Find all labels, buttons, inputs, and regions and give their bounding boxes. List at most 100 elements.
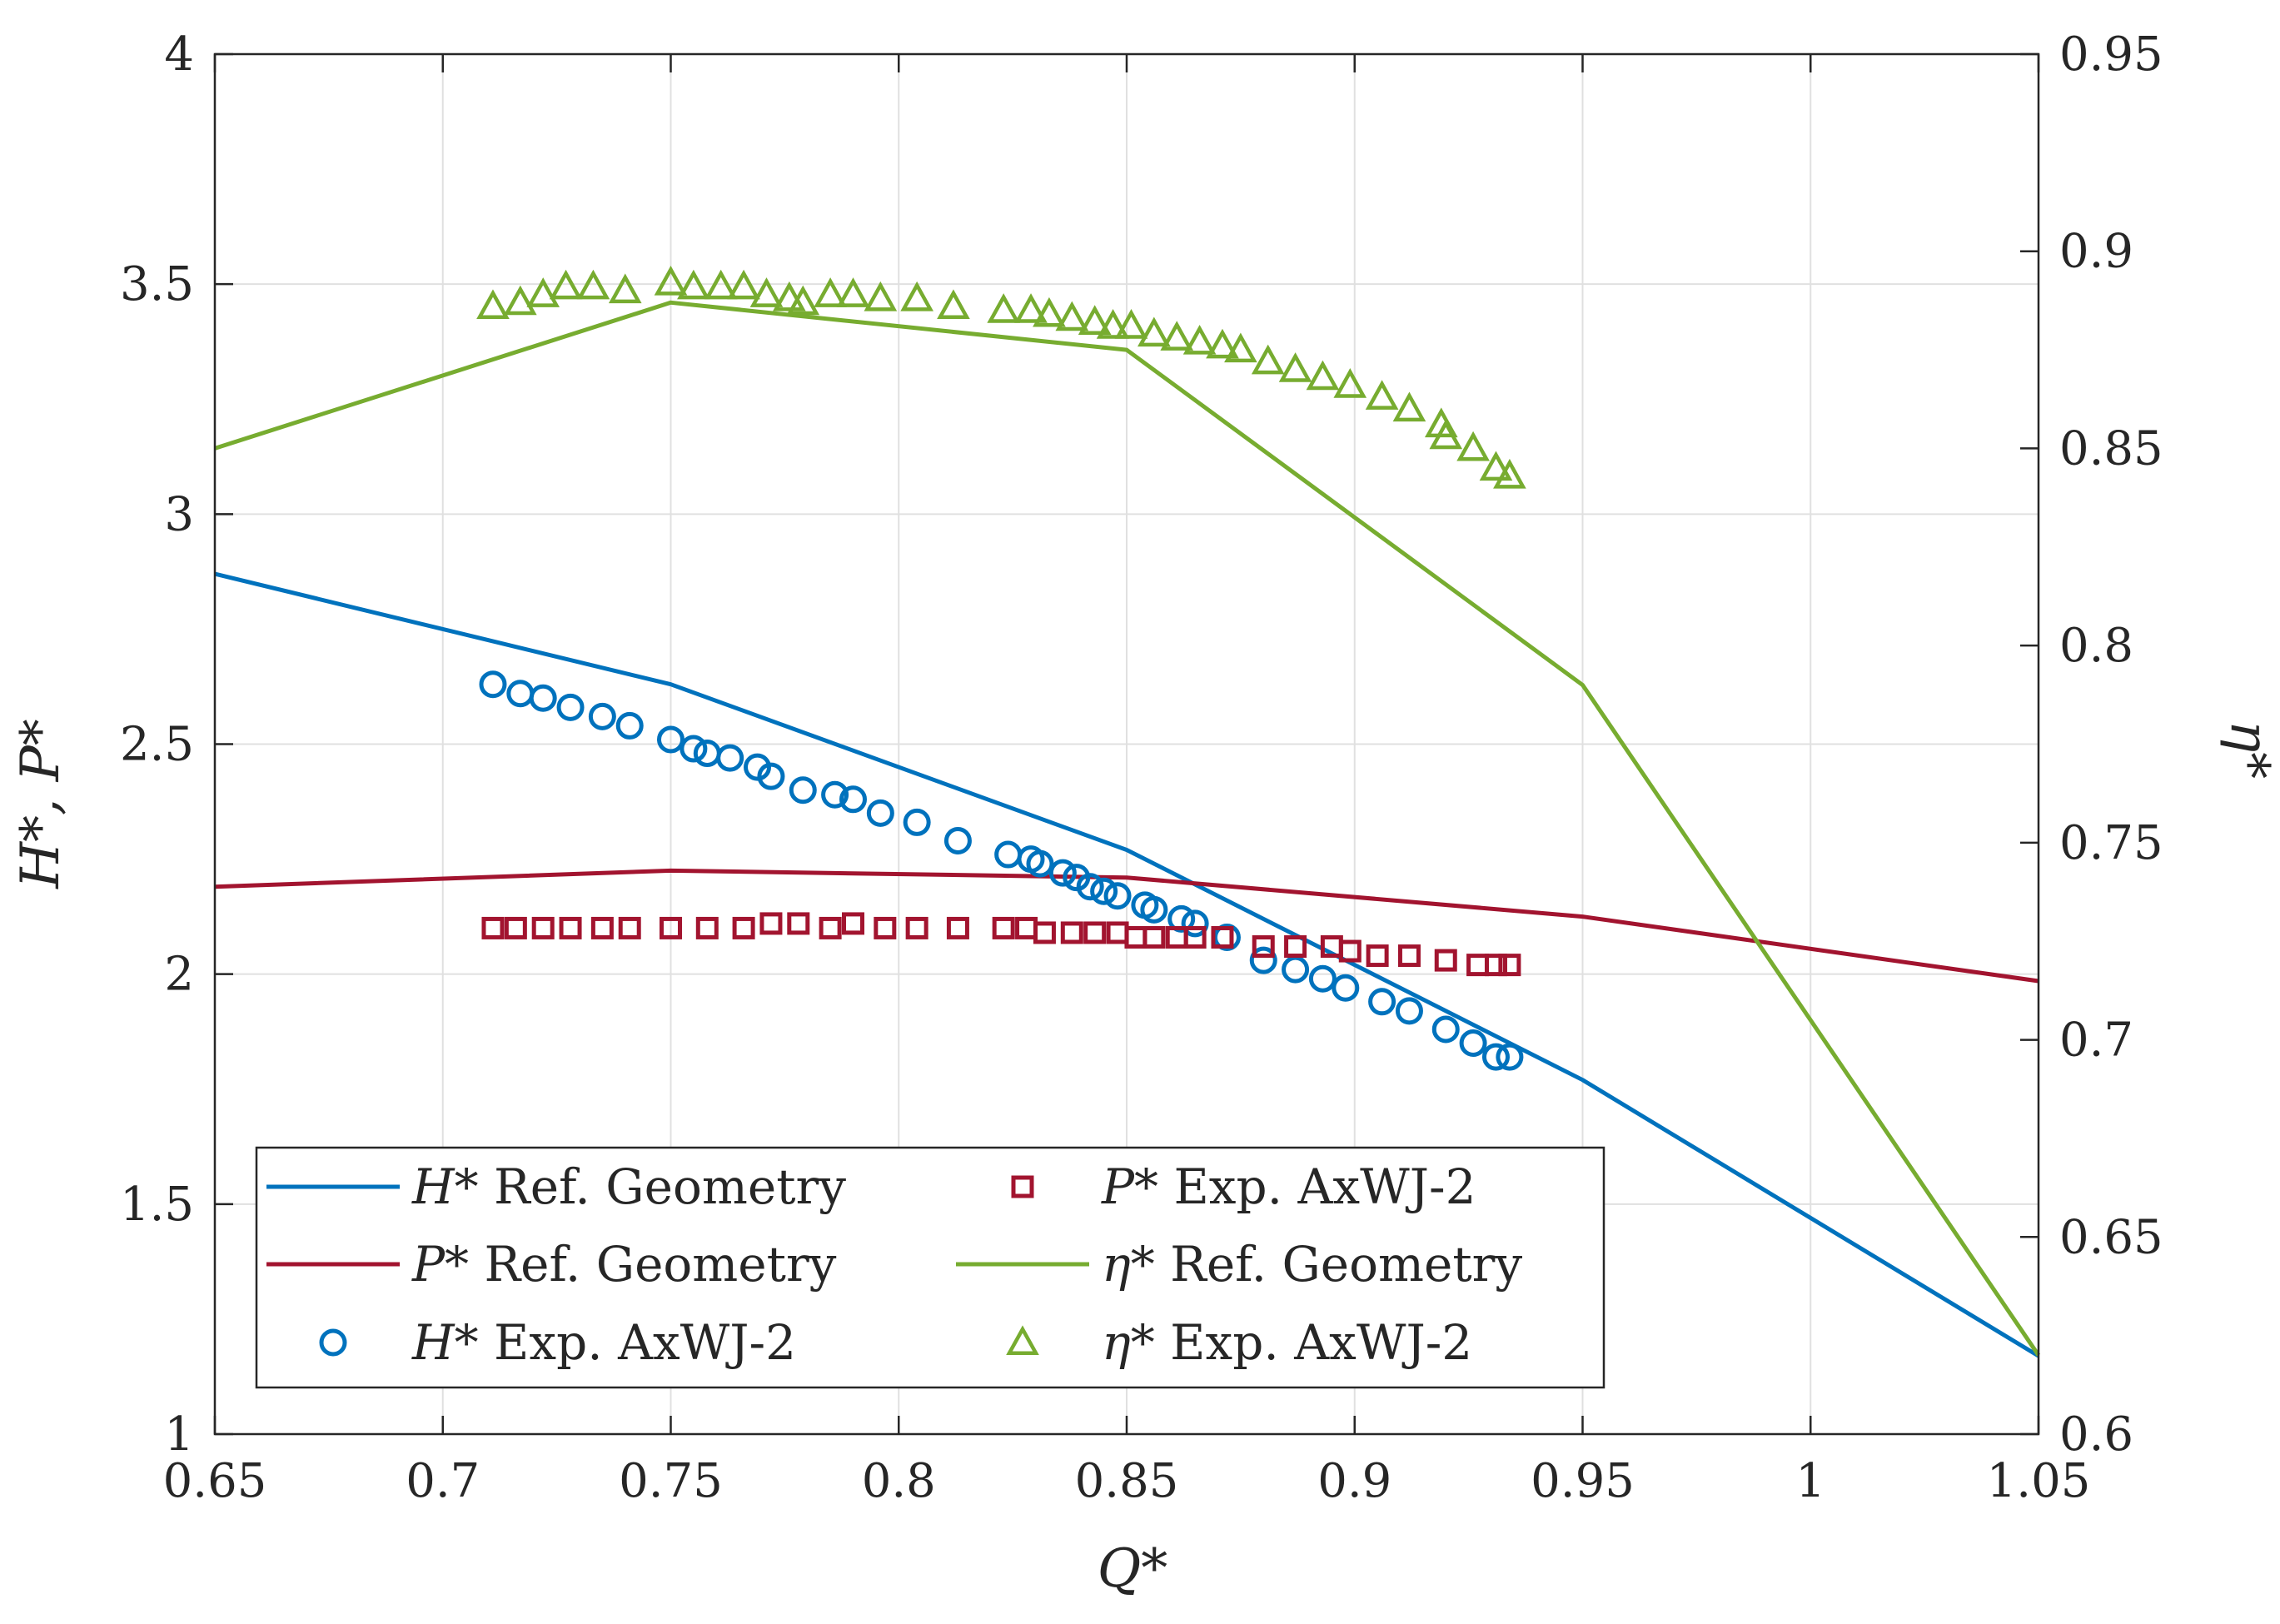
data-point--exp-axwj-2 — [1251, 344, 1285, 375]
data-point-h-exp-axwj-2 — [1181, 909, 1209, 938]
x-tick-label: 0.75 — [619, 1454, 723, 1508]
data-point-h-exp-axwj-2 — [744, 753, 772, 781]
data-point-p-exp-axwj-2 — [946, 916, 969, 939]
data-point-p-exp-axwj-2 — [559, 916, 582, 939]
left-y-tick-label: 3 — [164, 487, 194, 541]
data-point-h-exp-axwj-2 — [903, 808, 931, 836]
data-point-h-exp-axwj-2 — [821, 780, 849, 809]
data-point--exp-axwj-2 — [1206, 328, 1239, 359]
data-point-h-exp-axwj-2 — [1395, 997, 1423, 1025]
data-point-h-exp-axwj-2 — [1459, 1029, 1487, 1058]
legend-symbol: P* — [1101, 1158, 1158, 1215]
data-point-p-exp-axwj-2 — [759, 912, 783, 935]
data-point-p-exp-axwj-2 — [992, 916, 1015, 939]
data-point-h-exp-axwj-2 — [588, 702, 616, 730]
data-point--exp-axwj-2 — [727, 269, 760, 300]
data-point--exp-axwj-2 — [1493, 458, 1526, 489]
x-tick-label: 0.95 — [1531, 1454, 1635, 1508]
data-point-h-exp-axwj-2 — [529, 684, 557, 712]
data-point-h-exp-axwj-2 — [1249, 946, 1277, 974]
data-point--exp-axwj-2 — [900, 281, 933, 311]
data-point-h-exp-axwj-2 — [943, 826, 972, 854]
legend: H* Ref. Geometry P* Exp. AxWJ-2P* Ref. Ge… — [255, 1146, 1605, 1389]
axes-box — [213, 52, 2040, 1436]
legend-symbol: H* — [411, 1158, 479, 1215]
data-point-p-exp-axwj-2 — [1183, 925, 1207, 949]
data-point--exp-axwj-2 — [1014, 293, 1048, 323]
data-point-p-exp-axwj-2 — [618, 916, 641, 939]
data-point--exp-axwj-2 — [987, 293, 1020, 323]
legend-symbol: η* — [1102, 1314, 1155, 1371]
data-point-p-exp-axwj-2 — [1083, 921, 1107, 944]
data-point-h-exp-axwj-2 — [1282, 955, 1310, 984]
legend-box — [255, 1146, 1605, 1389]
data-point--exp-axwj-2 — [1333, 368, 1367, 398]
left-y-tick-label: 1.5 — [120, 1178, 194, 1232]
data-point--exp-axwj-2 — [677, 269, 710, 300]
data-point-h-exp-axwj-2 — [757, 762, 785, 790]
data-point-h-exp-axwj-2 — [1431, 1015, 1460, 1044]
data-point-p-exp-axwj-2 — [1434, 949, 1457, 972]
legend-marker-h-exp-axwj-2 — [319, 1328, 347, 1357]
data-point--exp-axwj-2 — [1138, 316, 1171, 347]
data-point--exp-axwj-2 — [773, 281, 806, 311]
data-point-h-exp-axwj-2 — [789, 776, 817, 805]
data-point--exp-axwj-2 — [1096, 309, 1130, 339]
legend-marker-p-exp-axwj-2 — [1011, 1175, 1034, 1198]
x-axis-label: Q* — [1098, 1538, 1167, 1600]
data-point--exp-axwj-2 — [1278, 352, 1312, 382]
right-y-tick-label: 0.75 — [2059, 816, 2163, 870]
data-point--exp-axwj-2 — [704, 269, 738, 300]
legend-label-p-exp-axwj-2: P* Exp. AxWJ-2 — [1101, 1158, 1476, 1215]
data-point-p-exp-axwj-2 — [660, 916, 682, 939]
data-point--exp-axwj-2 — [1479, 451, 1513, 481]
data-point-p-exp-axwj-2 — [1211, 925, 1234, 949]
data-point-h-exp-axwj-2 — [615, 711, 644, 740]
data-point--exp-axwj-2 — [836, 277, 870, 307]
x-tick-label: 0.8 — [862, 1454, 936, 1508]
data-point-p-exp-axwj-2 — [1252, 935, 1275, 959]
left-y-tick-label: 4 — [164, 27, 194, 82]
data-point-p-exp-axwj-2 — [1484, 954, 1507, 977]
data-point-p-exp-axwj-2 — [1142, 925, 1166, 949]
data-point--exp-axwj-2 — [1429, 419, 1463, 450]
data-point-h-exp-axwj-2 — [716, 744, 744, 772]
data-point--exp-axwj-2 — [1033, 296, 1066, 327]
data-point--exp-axwj-2 — [814, 277, 847, 307]
series-line-h-ref-geometry — [214, 571, 2040, 1358]
data-point--exp-axwj-2 — [749, 277, 784, 307]
data-point--exp-axwj-2 — [1078, 305, 1112, 335]
data-point-h-exp-axwj-2 — [1308, 964, 1337, 993]
right-y-tick-label: 0.85 — [2059, 421, 2163, 476]
data-point-h-exp-axwj-2 — [1496, 1043, 1524, 1071]
x-tick-label: 0.9 — [1317, 1454, 1391, 1508]
series-line-p-ref-geometry — [214, 868, 2039, 984]
series-line--ref-geometry — [214, 300, 2041, 1357]
legend-description: Exp. AxWJ-2 — [1155, 1314, 1472, 1371]
legend-description: Ref. Geometry — [469, 1236, 837, 1293]
x-tick-label: 0.85 — [1075, 1454, 1179, 1508]
data-point--exp-axwj-2 — [549, 269, 583, 300]
data-point--exp-axwj-2 — [654, 265, 688, 296]
legend-label--exp-axwj-2: η* Exp. AxWJ-2 — [1102, 1314, 1472, 1371]
legend-label--ref-geometry: η* Ref. Geometry — [1102, 1236, 1522, 1293]
data-point--exp-axwj-2 — [1392, 391, 1426, 422]
data-point-h-exp-axwj-2 — [1076, 873, 1104, 901]
legend-marker--exp-axwj-2 — [1006, 1325, 1039, 1356]
left-y-tick-label: 2 — [164, 948, 194, 1002]
legend-description: Exp. AxWJ-2 — [1158, 1158, 1476, 1215]
data-point-p-exp-axwj-2 — [695, 916, 719, 939]
data-point--exp-axwj-2 — [576, 269, 610, 300]
data-point-p-exp-axwj-2 — [590, 916, 614, 939]
right-y-tick-label: 0.6 — [2059, 1407, 2133, 1462]
data-point-p-exp-axwj-2 — [1366, 944, 1389, 968]
data-point--exp-axwj-2 — [1114, 309, 1148, 339]
right-y-tick-label: 0.95 — [2059, 27, 2163, 82]
left-y-tick-label: 1 — [164, 1407, 194, 1462]
left-y-axis-label: H*, P* — [10, 719, 72, 889]
data-point-p-exp-axwj-2 — [874, 916, 897, 939]
data-point-h-exp-axwj-2 — [839, 785, 867, 814]
legend-description: Exp. AxWJ-2 — [479, 1314, 796, 1371]
data-point-p-exp-axwj-2 — [732, 916, 755, 939]
